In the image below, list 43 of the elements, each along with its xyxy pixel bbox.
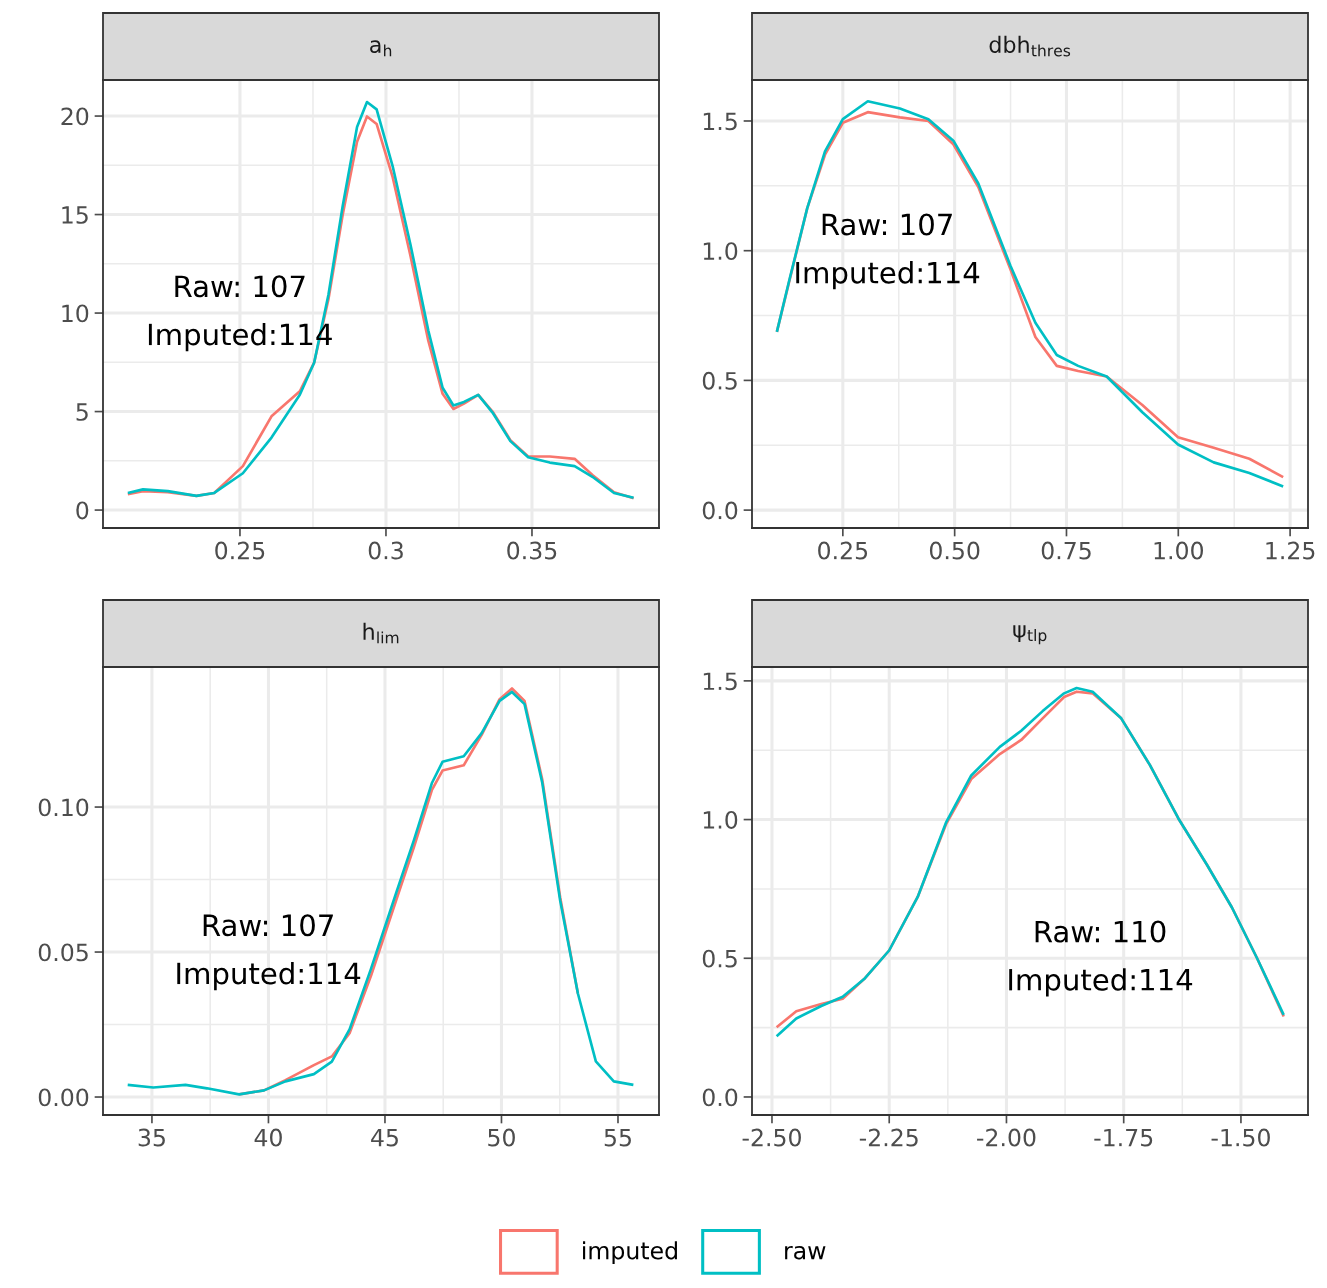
x-tick-label: 0.3 <box>368 541 403 560</box>
x-tick-label: -2.25 <box>859 1128 918 1147</box>
y-tick-label: 1.5 <box>703 112 737 131</box>
legend-label: imputed <box>583 1241 677 1265</box>
x-tick-label: 1.25 <box>1266 541 1315 560</box>
x-tick-label: 0.50 <box>929 541 980 560</box>
y-tick-label: 1.5 <box>703 672 737 691</box>
y-tick-label: 15 <box>62 206 88 224</box>
x-tick-label: -1.50 <box>1211 1128 1270 1147</box>
y-tick-label: 0.00 <box>38 1088 89 1107</box>
y-tick-label: 0 <box>76 501 89 520</box>
y-tick-label: 0.05 <box>38 943 88 962</box>
x-tick-label: 50 <box>488 1128 515 1147</box>
x-tick-label: -1.75 <box>1094 1128 1153 1147</box>
x-tick-label: 1.00 <box>1154 541 1204 560</box>
x-tick-label: 0.75 <box>1041 541 1091 560</box>
x-tick-label: 40 <box>254 1128 282 1147</box>
x-tick-label: -2.00 <box>977 1128 1036 1147</box>
x-tick-label: 0.25 <box>818 541 868 560</box>
x-tick-label: 45 <box>371 1128 398 1147</box>
annotation: Raw: 110 Imputed:114 <box>1009 920 1193 997</box>
y-tick-label: 1.0 <box>703 242 738 260</box>
annotation: Raw: 107 Imputed:114 <box>177 914 361 991</box>
x-tick-label: 35 <box>138 1128 165 1147</box>
chart-title: ψ$_{tlp}$ <box>1013 625 1047 645</box>
chart-title: h$_{lim}$ <box>363 622 399 644</box>
x-tick-label: 0.25 <box>215 541 265 560</box>
y-tick-label: 0.5 <box>702 949 737 968</box>
chart-title: a$_{h}$ <box>370 40 392 57</box>
x-tick-label: 0.35 <box>507 541 557 560</box>
y-tick-label: 1.0 <box>703 811 738 829</box>
x-tick-label: -2.50 <box>742 1128 801 1147</box>
x-tick-label: 55 <box>604 1128 631 1147</box>
y-tick-label: 20 <box>61 107 89 126</box>
y-tick-label: 0.10 <box>38 798 89 817</box>
y-tick-label: 5 <box>76 403 88 421</box>
y-tick-label: 0.5 <box>702 371 737 390</box>
annotation: Raw: 107 Imputed:114 <box>796 213 980 290</box>
y-tick-label: 10 <box>62 304 89 323</box>
legend-label: raw <box>785 1245 826 1260</box>
y-tick-label: 0.0 <box>702 1088 738 1107</box>
chart-title: dbh$_{thres}$ <box>989 35 1071 57</box>
y-tick-label: 0.0 <box>702 501 738 520</box>
